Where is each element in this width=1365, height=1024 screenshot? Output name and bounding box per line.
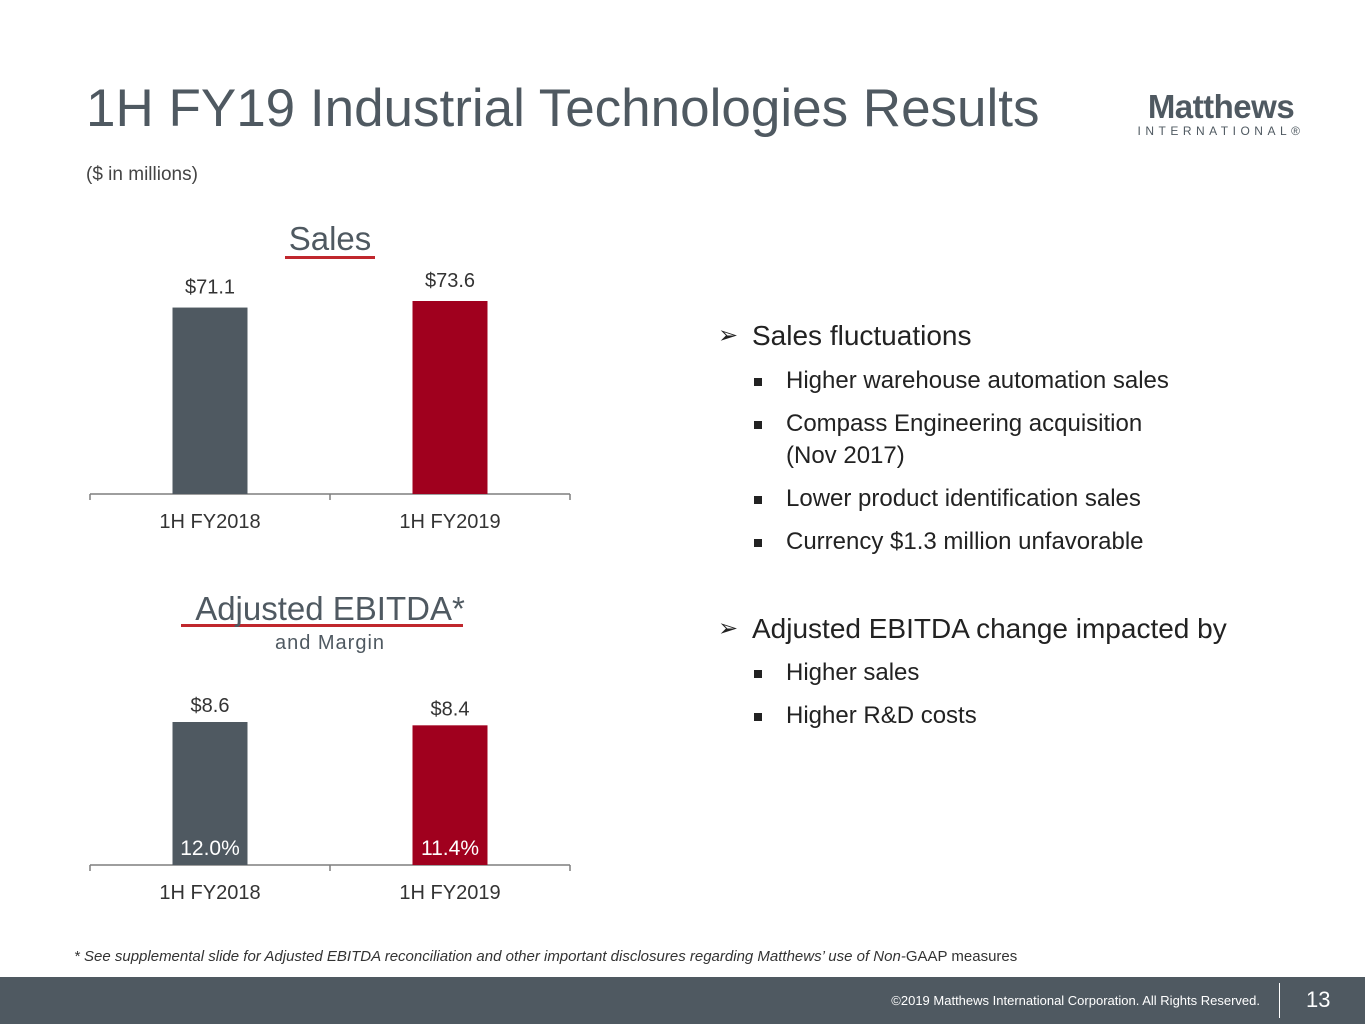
commentary-bullets: Sales fluctuations Higher warehouse auto… [718,318,1338,732]
slide-title: 1H FY19 Industrial Technologies Results [86,79,1040,138]
sales-fluctuations-heading: Sales fluctuations [718,318,1338,354]
ebitda-sub-bullets: Higher sales Higher R&D costs [718,657,1338,732]
list-item: Higher warehouse automation sales [718,365,1338,397]
bar [172,722,248,865]
page-number: 13 [1306,987,1331,1012]
x-tick-label: 1H FY2018 [159,511,260,530]
bar-value-label: $8.6 [191,695,230,717]
ebitda-change-heading: Adjusted EBITDA change impacted by [718,611,1338,647]
footer-bar: ©2019 Matthews International Corporation… [0,977,1365,1024]
x-tick-label: 1H FY2019 [399,511,500,530]
logo-wordmark: Matthews [1147,88,1295,125]
footnote-normal: GAAP measures [905,948,1018,965]
copyright-text: ©2019 Matthews International Corporation… [891,993,1260,1008]
sales-chart-title-text: Sales [288,220,372,257]
list-item: Higher sales [718,657,1338,689]
list-item: Currency $1.3 million unfavorable [718,526,1338,558]
margin-label: 11.4% [421,837,479,860]
sales-chart-title: Sales [230,220,430,259]
ebitda-title-underline [181,624,463,627]
x-tick-label: 1H FY2018 [159,882,260,904]
bar [172,307,248,494]
bar [412,725,488,865]
bar-value-label: $71.1 [185,277,235,299]
ebitda-chart-subtitle: and Margin [274,632,386,654]
ebitda-bar-chart: $8.6 1H FY2018 12.0% $8.4 1H FY2019 11.4% [89,695,571,904]
list-item: Lower product identification sales [718,483,1338,515]
bar-value-label: $73.6 [425,270,475,292]
footer-divider [1279,983,1280,1018]
ebitda-chart-title-text: Adjusted EBITDA* [195,590,465,627]
margin-label: 12.0% [180,837,240,860]
logo-subtext: INTERNATIONAL® [1137,124,1305,138]
bar-value-label: $8.4 [431,698,470,720]
ebitda-chart-title: Adjusted EBITDA* [150,590,510,627]
sales-sub-bullets: Higher warehouse automation sales Compas… [718,365,1338,558]
units-note: ($ in millions) [86,164,198,185]
list-item: Compass Engineering acquisition (Nov 201… [718,408,1146,472]
bar [412,301,488,494]
footnote: * See supplemental slide for Adjusted EB… [74,948,1017,965]
list-item: Higher R&D costs [718,700,1338,732]
footnote-italic: * See supplemental slide for Adjusted EB… [74,948,906,965]
sales-bar-chart: $71.1 1H FY2018 $73.6 1H FY2019 [89,270,571,530]
x-tick-label: 1H FY2019 [399,882,500,904]
matthews-logo: Matthews INTERNATIONAL® [1136,88,1306,138]
